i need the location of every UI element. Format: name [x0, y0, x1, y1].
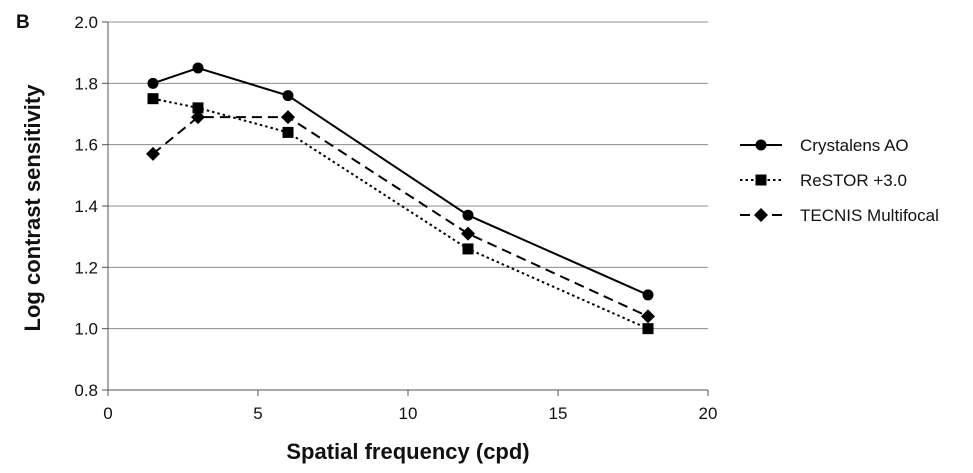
data-point-1-3 — [463, 243, 474, 254]
y-tick-label-3: 1.4 — [74, 197, 98, 216]
y-tick-label-2: 1.2 — [74, 258, 98, 277]
data-point-0-2 — [283, 90, 294, 101]
data-point-0-0 — [148, 78, 159, 89]
y-tick-label-0: 0.8 — [74, 381, 98, 400]
data-point-0-1 — [193, 63, 204, 74]
series-2 — [146, 110, 655, 323]
data-point-0-3 — [463, 210, 474, 221]
legend-label-1: ReSTOR +3.0 — [800, 171, 907, 190]
x-tick-label-0: 0 — [103, 404, 112, 423]
data-point-2-3 — [461, 227, 475, 241]
y-tick-label-6: 2.0 — [74, 13, 98, 32]
x-tick-label-3: 15 — [549, 404, 568, 423]
series-line-1 — [153, 99, 648, 329]
legend: Crystalens AO ReSTOR +3.0 TECNIS Multifoca… — [740, 136, 939, 225]
data-point-0-4 — [643, 289, 654, 300]
series-line-0 — [153, 68, 648, 295]
legend-label-2: TECNIS Multifocal — [800, 206, 939, 225]
data-point-1-4 — [643, 323, 654, 334]
data-point-1-2 — [283, 127, 294, 138]
legend-marker-0 — [756, 140, 767, 151]
panel-label: B — [16, 12, 30, 33]
y-tick-label-4: 1.6 — [74, 136, 98, 155]
legend-marker-1 — [756, 175, 767, 186]
data-point-2-4 — [641, 309, 655, 323]
x-axis-title: Spatial frequency (cpd) — [286, 439, 529, 464]
y-tick-label-5: 1.8 — [74, 74, 98, 93]
y-axis-title: Log contrast sensitivity — [20, 84, 45, 332]
series-line-2 — [153, 117, 648, 316]
data-point-1-0 — [148, 93, 159, 104]
legend-marker-2 — [754, 208, 768, 222]
axes: 0.8 1.0 1.2 1.4 1.6 1.8 2.0 0 5 10 15 20 — [74, 13, 717, 423]
data-point-2-2 — [281, 110, 295, 124]
legend-item-2: TECNIS Multifocal — [740, 206, 939, 225]
legend-item-0: Crystalens AO — [740, 136, 909, 155]
series-group — [146, 63, 655, 335]
x-tick-label-2: 10 — [399, 404, 418, 423]
series-0 — [148, 63, 654, 301]
legend-label-0: Crystalens AO — [800, 136, 909, 155]
x-tick-label-1: 5 — [253, 404, 262, 423]
series-1 — [148, 93, 654, 334]
y-tick-label-1: 1.0 — [74, 320, 98, 339]
legend-item-1: ReSTOR +3.0 — [740, 171, 907, 190]
x-tick-label-4: 20 — [699, 404, 718, 423]
